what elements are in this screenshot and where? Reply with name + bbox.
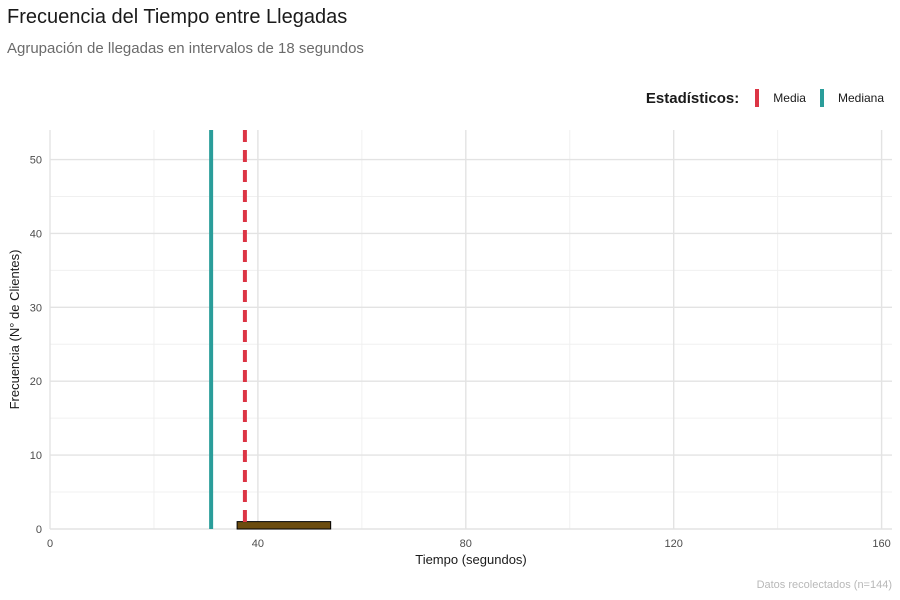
x-tick-label: 120	[665, 538, 683, 550]
y-tick-label: 50	[30, 155, 42, 167]
y-tick-label: 40	[30, 228, 42, 240]
legend-key-mediana	[819, 89, 824, 107]
chart-title: Frecuencia del Tiempo entre Llegadas	[7, 6, 348, 28]
x-tick-label: 40	[252, 538, 264, 550]
legend-item-media: Media	[755, 89, 806, 107]
x-tick-label: 80	[460, 538, 472, 550]
legend-key-media	[755, 89, 760, 107]
y-tick-label: 10	[30, 450, 42, 462]
x-axis-title: Tiempo (segundos)	[415, 552, 527, 567]
legend-item-mediana: Mediana	[819, 89, 884, 107]
legend-label-mediana: Mediana	[837, 91, 884, 105]
x-tick-label: 160	[872, 538, 890, 550]
chart-caption: Datos recolectados (n=144)	[756, 579, 892, 591]
histogram-bar-0	[236, 521, 332, 530]
y-tick-label: 0	[36, 524, 42, 536]
y-tick-label: 30	[30, 302, 42, 314]
chart-subtitle: Agrupación de llegadas en intervalos de …	[7, 40, 364, 57]
x-tick-label: 0	[47, 538, 53, 550]
y-axis-title: Frecuencia (N° de Clientes)	[7, 250, 22, 410]
legend: Estadísticos: Media Mediana	[646, 89, 884, 107]
legend-title: Estadísticos:	[645, 89, 740, 107]
legend-label-media: Media	[773, 91, 806, 105]
y-tick-label: 20	[30, 376, 42, 388]
